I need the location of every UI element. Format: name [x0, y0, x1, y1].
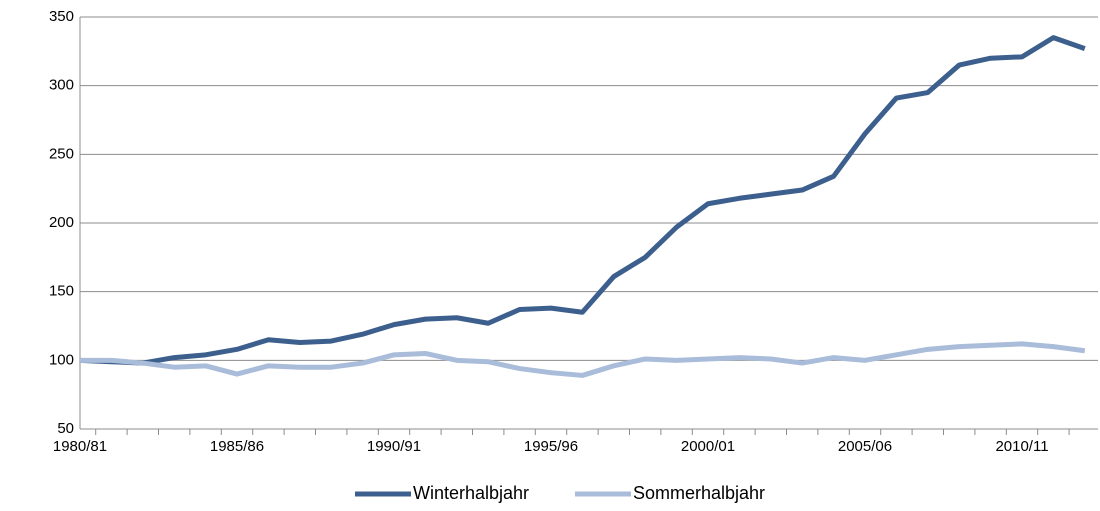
y-tick-label: 300 [49, 77, 74, 94]
line-series [80, 341, 1086, 378]
x-tick-label: 1985/86 [210, 438, 264, 455]
x-tick-label: 2000/01 [681, 438, 735, 455]
y-tick-label: 100 [49, 351, 74, 368]
x-tick-label: 1980/81 [53, 438, 107, 455]
x-tick-label: 2005/06 [838, 438, 892, 455]
x-tick-label: 1990/91 [367, 438, 421, 455]
x-tick-label: 2010/11 [995, 438, 1048, 455]
y-tick-label: 350 [49, 8, 74, 25]
x-tick-label: 1995/96 [524, 438, 578, 455]
line-series [79, 35, 1086, 366]
y-tick-label: 50 [57, 420, 74, 437]
legend-label: Sommerhalbjahr [633, 483, 765, 503]
y-tick-label: 150 [49, 283, 74, 300]
legend-label: Winterhalbjahr [413, 483, 529, 503]
y-tick-label: 200 [49, 214, 74, 231]
y-tick-label: 250 [49, 145, 74, 162]
